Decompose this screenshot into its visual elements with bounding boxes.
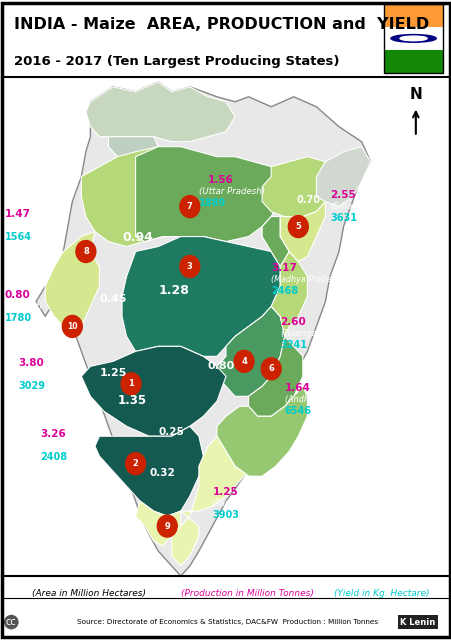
Text: 1780: 1780 — [5, 314, 32, 323]
Text: 0.45: 0.45 — [99, 294, 127, 305]
Circle shape — [288, 216, 308, 237]
Text: 1.25: 1.25 — [99, 368, 127, 378]
Text: N: N — [409, 87, 421, 102]
Text: (Madhya Pradesh): (Madhya Pradesh) — [271, 275, 343, 284]
Text: 2468: 2468 — [271, 287, 298, 296]
Polygon shape — [262, 157, 334, 216]
Text: 2408: 2408 — [41, 452, 68, 462]
Text: 0.80: 0.80 — [207, 361, 235, 371]
Polygon shape — [135, 501, 180, 546]
Text: 3.26: 3.26 — [41, 429, 66, 439]
Text: 3.80: 3.80 — [18, 358, 44, 369]
Circle shape — [179, 255, 199, 278]
Text: (Bihar): (Bihar) — [329, 202, 359, 211]
Text: 1: 1 — [128, 380, 133, 388]
Text: 0.25: 0.25 — [158, 428, 184, 437]
Polygon shape — [108, 137, 158, 157]
Text: 3241: 3241 — [280, 340, 307, 350]
Text: 1.25: 1.25 — [212, 487, 238, 497]
Polygon shape — [171, 436, 248, 566]
Circle shape — [62, 316, 82, 337]
Circle shape — [157, 515, 177, 537]
Circle shape — [399, 36, 426, 41]
Bar — [383, 4, 442, 27]
Polygon shape — [81, 346, 226, 436]
Polygon shape — [95, 426, 203, 516]
Polygon shape — [81, 147, 207, 246]
Circle shape — [125, 452, 145, 475]
Text: 2016 - 2017 (Ten Largest Producing States): 2016 - 2017 (Ten Largest Producing State… — [14, 55, 338, 68]
Text: 6546: 6546 — [284, 406, 311, 416]
Text: 6: 6 — [268, 364, 273, 373]
Circle shape — [234, 350, 253, 372]
Text: 2: 2 — [133, 459, 138, 468]
Text: 1.64: 1.64 — [284, 383, 310, 394]
Bar — [383, 50, 442, 73]
Text: (Maharashtra): (Maharashtra) — [18, 371, 79, 380]
Text: 0.70: 0.70 — [295, 195, 319, 205]
Text: 8: 8 — [83, 247, 88, 256]
Circle shape — [179, 196, 199, 218]
Text: cc: cc — [6, 617, 17, 627]
Text: 2.60: 2.60 — [280, 317, 305, 328]
Text: (Area in Million Hectares): (Area in Million Hectares) — [32, 589, 145, 598]
Text: 1564: 1564 — [5, 232, 32, 241]
Circle shape — [76, 241, 96, 262]
Text: 1.56: 1.56 — [207, 175, 233, 184]
Text: (Telengana): (Telengana) — [280, 330, 330, 339]
Text: 2.55: 2.55 — [329, 189, 355, 200]
Polygon shape — [216, 307, 284, 396]
Text: Source: Directorate of Economics & Statistics, DAC&FW  Production : Million Tonn: Source: Directorate of Economics & Stati… — [77, 619, 377, 625]
Text: (Andhra Pradesh): (Andhra Pradesh) — [284, 396, 354, 404]
Polygon shape — [280, 202, 325, 262]
Polygon shape — [86, 82, 235, 141]
Circle shape — [390, 35, 435, 42]
Text: 9: 9 — [164, 522, 170, 531]
Polygon shape — [135, 147, 280, 241]
Text: (Rajasthan): (Rajasthan) — [5, 221, 54, 230]
Text: 3631: 3631 — [329, 212, 356, 223]
Text: 1.47: 1.47 — [5, 209, 31, 219]
Text: 1889: 1889 — [198, 198, 226, 207]
Polygon shape — [216, 387, 307, 476]
Circle shape — [261, 358, 281, 380]
Polygon shape — [36, 82, 370, 576]
Text: (Tamil Nadu): (Tamil Nadu) — [212, 499, 267, 508]
Text: 0.94: 0.94 — [122, 230, 152, 244]
Text: 10: 10 — [67, 322, 78, 331]
Text: 3029: 3029 — [18, 381, 45, 391]
Polygon shape — [45, 232, 99, 337]
Text: INDIA - Maize  AREA, PRODUCTION and  YIELD: INDIA - Maize AREA, PRODUCTION and YIELD — [14, 17, 428, 32]
Text: 4: 4 — [241, 357, 246, 366]
Text: 3903: 3903 — [212, 510, 239, 520]
Text: 0.80: 0.80 — [5, 291, 30, 300]
Text: (Yield in Kg. Hectare): (Yield in Kg. Hectare) — [334, 589, 429, 598]
Polygon shape — [248, 337, 302, 416]
Polygon shape — [271, 252, 307, 337]
Text: 7: 7 — [187, 202, 192, 211]
Text: (Gujarat): (Gujarat) — [5, 303, 43, 312]
Text: 3: 3 — [187, 262, 192, 271]
Text: 0.32: 0.32 — [149, 468, 175, 478]
Text: (Karnataka): (Karnataka) — [41, 441, 91, 450]
Text: (Production in Million Tonnes): (Production in Million Tonnes) — [180, 589, 313, 598]
Text: 5: 5 — [295, 222, 300, 231]
Polygon shape — [122, 237, 280, 356]
Polygon shape — [316, 147, 370, 207]
Text: 1.35: 1.35 — [117, 394, 146, 407]
Bar — [383, 27, 442, 50]
Text: 1.28: 1.28 — [158, 284, 189, 297]
Polygon shape — [262, 216, 289, 266]
Circle shape — [121, 373, 141, 395]
Bar — [383, 4, 442, 73]
Text: (Uttar Pradesh): (Uttar Pradesh) — [198, 187, 264, 196]
Text: 3.17: 3.17 — [271, 264, 296, 273]
Text: K Lenin: K Lenin — [399, 618, 434, 627]
